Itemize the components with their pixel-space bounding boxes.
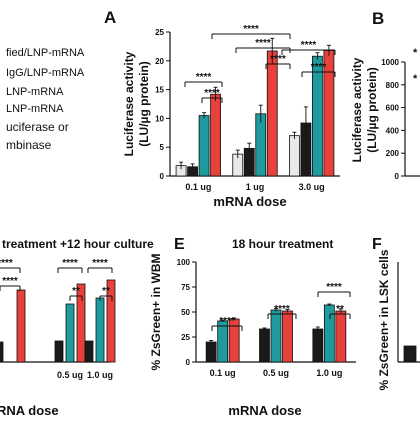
- bar: [266, 50, 278, 177]
- x-tick-label: 1.0 ug: [316, 368, 342, 378]
- legend-line-3: LNP-mRNA: [6, 86, 64, 98]
- sig-label: ****: [196, 72, 212, 83]
- x-tick-label: 0.1 ug: [185, 182, 211, 192]
- y-tick-label: 0: [186, 358, 191, 367]
- x-tick-label: 1.0 ug: [87, 370, 113, 380]
- y-tick-label: 15: [155, 86, 164, 95]
- sig-label: ****: [92, 258, 108, 269]
- y-axis-label-line-1: Luciferase activity: [350, 57, 364, 162]
- bar: [16, 289, 26, 363]
- y-tick-label: 10: [155, 114, 164, 123]
- sig-label: ****: [204, 88, 220, 99]
- sig-label: ****: [326, 282, 342, 293]
- y-axis-label-line-2: (LU/µg protein): [137, 61, 151, 147]
- y-tick-label: 25: [181, 333, 190, 342]
- bar: [65, 303, 75, 363]
- sig-label: ****: [274, 304, 290, 315]
- bar: [198, 115, 210, 177]
- sig-label: ****: [301, 40, 317, 51]
- bar: [106, 279, 116, 363]
- sig-label: ****: [2, 276, 18, 287]
- legend-line-4: LNP-mRNA: [6, 103, 64, 115]
- bar: [217, 320, 229, 363]
- sig-label: *: [413, 73, 418, 85]
- y-tick-label: 0: [160, 172, 165, 181]
- sig-label: **: [336, 304, 344, 315]
- legend-line-1: fied/LNP-mRNA: [6, 47, 85, 59]
- bar: [84, 340, 94, 363]
- y-tick-label: 0: [395, 172, 400, 181]
- y-tick-label: 800: [386, 81, 400, 90]
- panel-letter-f: F: [372, 236, 382, 253]
- y-axis-label-line-2: (LU/µg protein): [365, 67, 379, 153]
- sig-label: ****: [243, 24, 259, 35]
- legend-line-6: mbinase: [6, 138, 52, 152]
- bar: [282, 310, 293, 363]
- y-tick-label: 20: [155, 57, 164, 66]
- y-tick-label: 1000: [381, 58, 399, 67]
- bar: [270, 309, 282, 363]
- legend-line-2: IgG/LNP-mRNA: [6, 67, 85, 79]
- bar: [76, 283, 86, 363]
- legend-line-5: uciferase or: [6, 120, 69, 134]
- chart-layer: 0 5 10 15 20 25 0.1 ug 1 ug 3.0 ug mRNA dose Lucif…: [0, 24, 420, 418]
- bar: [312, 328, 324, 363]
- bar: [289, 135, 300, 177]
- x-axis-label: mRNA dose: [0, 403, 59, 418]
- bar: [312, 55, 323, 177]
- bar: [335, 310, 347, 363]
- y-tick-label: 5: [160, 143, 165, 152]
- bar: [259, 328, 270, 363]
- sig-label: *: [413, 47, 418, 59]
- panel-d-title: treatment +12 hour culture: [2, 237, 154, 251]
- sig-label: ****: [62, 258, 78, 269]
- x-tick-label: 1 ug: [246, 182, 265, 192]
- sig-label: ****: [311, 62, 327, 73]
- y-axis-label: % ZsGreen+ in LSK cells: [377, 249, 391, 390]
- y-axis-label: % ZsGreen+ in WBM: [149, 253, 163, 370]
- y-tick-label: 25: [155, 28, 164, 37]
- bar: [0, 341, 4, 363]
- sig-label: **: [102, 286, 110, 297]
- x-tick-label: 0.5 ug: [263, 368, 289, 378]
- y-tick-label: 600: [386, 104, 400, 113]
- panel-e-title: 18 hour treatment: [232, 237, 333, 251]
- x-tick-label: 0.1 ug: [210, 368, 236, 378]
- sig-label: **: [72, 286, 80, 297]
- y-axis-label-line-1: Luciferase activity: [122, 51, 136, 156]
- x-tick-label: 3.0 ug: [299, 182, 325, 192]
- y-tick-label: 400: [386, 126, 400, 135]
- sig-label: ****: [219, 316, 235, 327]
- sig-label: ****: [255, 38, 271, 49]
- y-tick-label: 75: [181, 283, 190, 292]
- x-axis-label: mRNA dose: [213, 194, 286, 209]
- x-tick-label: 0.5 ug: [57, 370, 83, 380]
- panel-letter-a: A: [104, 8, 116, 27]
- y-tick-label: 50: [181, 308, 190, 317]
- y-tick-label: 200: [386, 149, 400, 158]
- x-axis-label: mRNA dose: [228, 403, 301, 418]
- y-tick-label: 100: [177, 258, 191, 267]
- bar: [205, 341, 217, 363]
- bar: [210, 93, 221, 177]
- panel-letter-b: B: [372, 9, 384, 28]
- bar: [54, 340, 64, 363]
- bar: [255, 113, 267, 177]
- panel-letter-e: E: [174, 236, 185, 253]
- bar: [403, 345, 417, 363]
- sig-label: ****: [0, 258, 13, 269]
- sig-label: ****: [270, 54, 286, 65]
- bar: [95, 297, 105, 363]
